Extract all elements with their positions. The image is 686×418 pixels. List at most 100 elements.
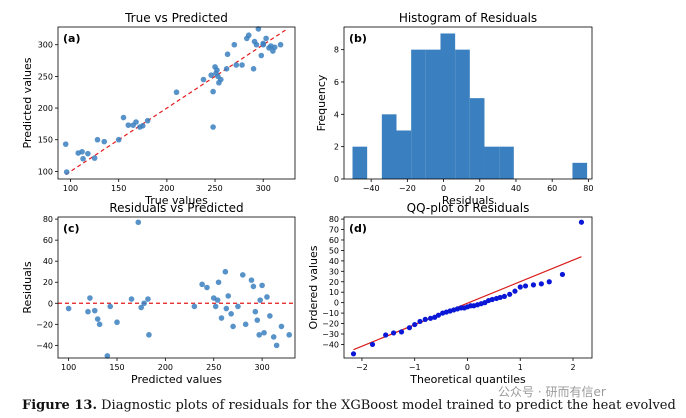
data-point	[261, 329, 267, 336]
data-point	[233, 62, 240, 68]
y-tick-label: 150	[38, 136, 53, 145]
data-point	[253, 41, 260, 48]
data-point	[578, 219, 585, 225]
data-point	[257, 297, 263, 303]
x-tick-label: 1	[518, 363, 523, 372]
histogram-bar	[396, 130, 412, 179]
histogram-bar	[455, 49, 470, 179]
histogram-bar	[440, 33, 456, 180]
data-point	[517, 284, 523, 290]
data-point	[138, 304, 144, 311]
axes-frame	[57, 26, 296, 180]
panel-histogram-residuals: Histogram of Residuals −40 −20 0 20 40 60 80 0 2 4…	[315, 11, 593, 207]
data-point	[65, 305, 72, 312]
x-tick-label: 150	[109, 363, 124, 372]
data-point	[80, 155, 86, 162]
data-point	[398, 329, 405, 335]
data-point	[391, 330, 397, 336]
y-tick-label: −40	[36, 341, 53, 350]
y-tick-label: 60	[43, 236, 53, 245]
data-point	[85, 308, 91, 315]
data-point	[199, 281, 205, 288]
y-tick-label: 80	[43, 215, 53, 224]
x-axis-label: Residuals	[442, 194, 494, 207]
data-point	[260, 41, 267, 48]
x-tick-label: 200	[159, 184, 174, 193]
y-tick-label: 8	[334, 46, 339, 55]
data-point	[225, 293, 232, 299]
data-point	[210, 88, 216, 95]
data-point	[383, 332, 389, 338]
axes-frame	[343, 26, 593, 180]
data-point	[264, 294, 270, 300]
y-tick-label: 40	[329, 257, 339, 266]
panel-label: (b)	[349, 32, 367, 45]
x-tick-label: 200	[158, 363, 173, 372]
histogram-bar	[381, 114, 397, 179]
y-tick-label: 20	[43, 278, 53, 287]
x-tick-label: −40	[363, 184, 380, 193]
histogram-bar	[425, 49, 441, 179]
data-point	[94, 136, 101, 143]
data-point	[218, 315, 225, 321]
x-tick-label: 150	[111, 184, 126, 193]
panel-label: (c)	[63, 222, 80, 235]
axes-frame	[57, 216, 296, 359]
data-point	[146, 332, 152, 338]
x-axis-label: Predicted values	[131, 373, 222, 386]
data-point	[94, 316, 101, 322]
x-tick-label: 250	[207, 184, 222, 193]
data-point	[215, 279, 222, 286]
chart-title: Residuals vs Predicted	[109, 201, 243, 215]
y-tick-label: 0	[334, 299, 339, 308]
data-point	[250, 283, 257, 290]
data-point	[417, 318, 423, 325]
data-point	[212, 303, 219, 310]
data-point	[427, 315, 434, 321]
data-point	[270, 334, 277, 340]
data-point	[128, 296, 135, 302]
x-tick-label: 100	[63, 184, 78, 193]
chart-title: True vs Predicted	[124, 11, 228, 25]
data-point	[406, 325, 413, 331]
data-point	[214, 297, 221, 303]
x-tick-label: 60	[547, 184, 557, 193]
data-point	[286, 332, 292, 338]
axes-frame	[343, 216, 593, 359]
y-tick-label: 50	[329, 246, 339, 255]
data-point	[139, 123, 146, 129]
data-point	[489, 296, 495, 303]
histogram-bar	[352, 146, 368, 179]
data-point	[114, 319, 120, 326]
data-point	[242, 321, 249, 328]
data-point	[200, 76, 207, 83]
y-tick-label: 100	[38, 167, 53, 176]
y-tick-label: 0	[48, 299, 53, 308]
histogram-bar	[469, 98, 485, 179]
data-point	[507, 291, 513, 297]
y-tick-label: 250	[38, 72, 53, 81]
data-point	[96, 321, 103, 328]
data-point	[133, 119, 139, 125]
y-tick-label: −20	[322, 320, 339, 329]
data-point	[271, 44, 278, 51]
reference-line	[65, 28, 288, 176]
x-tick-label: 100	[61, 363, 76, 372]
data-point	[87, 295, 93, 301]
data-point	[144, 117, 151, 124]
chart-title: QQ-plot of Residuals	[407, 201, 530, 215]
data-point	[230, 323, 236, 330]
data-point	[256, 332, 263, 338]
data-point	[501, 293, 508, 299]
data-point	[273, 342, 280, 349]
x-tick-label: 0	[441, 184, 446, 193]
y-tick-label: 40	[43, 257, 53, 266]
y-axis-label: Ordered values	[307, 245, 320, 329]
data-point	[522, 283, 529, 289]
data-point	[497, 294, 503, 301]
data-point	[223, 305, 230, 312]
data-point	[231, 41, 238, 48]
y-tick-label: 10	[329, 288, 339, 297]
data-point	[115, 136, 122, 143]
